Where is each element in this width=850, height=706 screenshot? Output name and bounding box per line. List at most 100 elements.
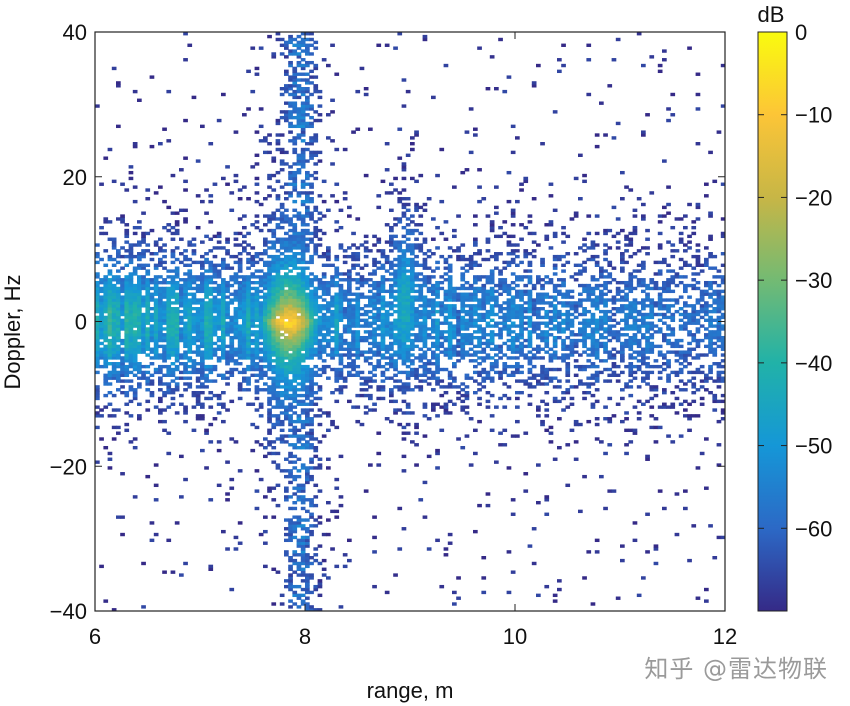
heatmap-cell xyxy=(103,324,109,328)
heatmap-cell xyxy=(292,170,298,175)
heatmap-cell xyxy=(179,330,184,334)
heatmap-cell xyxy=(183,188,188,192)
heatmap-cell xyxy=(275,402,281,406)
heatmap-cell xyxy=(355,419,361,424)
heatmap-cell xyxy=(170,278,176,282)
heatmap-cell xyxy=(296,364,302,369)
heatmap-cell xyxy=(540,367,545,372)
heatmap-cell xyxy=(334,341,340,346)
heatmap-cell xyxy=(141,211,146,215)
heatmap-cell xyxy=(170,390,176,395)
heatmap-cell xyxy=(309,315,314,320)
heatmap-cell xyxy=(258,347,264,351)
heatmap-cell xyxy=(254,254,260,259)
heatmap-cell xyxy=(288,587,293,592)
heatmap-cell xyxy=(187,359,193,363)
heatmap-cell xyxy=(116,425,121,430)
heatmap-cell xyxy=(414,333,419,337)
heatmap-cell xyxy=(305,309,310,314)
heatmap-cell xyxy=(166,333,172,337)
heatmap-cell xyxy=(120,472,125,476)
heatmap-cell xyxy=(162,243,167,247)
heatmap-cell xyxy=(380,280,386,285)
heatmap-cell xyxy=(300,573,306,577)
heatmap-cell xyxy=(418,356,424,360)
heatmap-cell xyxy=(116,408,121,412)
heatmap-cell xyxy=(342,295,348,299)
heatmap-cell xyxy=(342,341,348,346)
heatmap-cell xyxy=(292,214,298,218)
heatmap-cell xyxy=(174,347,180,351)
heatmap-cell xyxy=(116,318,121,322)
heatmap-cell xyxy=(107,257,113,262)
heatmap-cell xyxy=(128,379,134,383)
heatmap-cell xyxy=(288,388,293,392)
heatmap-cell xyxy=(309,307,314,311)
heatmap-cell xyxy=(326,457,331,461)
heatmap-cell xyxy=(456,359,461,363)
heatmap-cell xyxy=(271,188,277,192)
heatmap-cell xyxy=(426,367,432,372)
heatmap-cell xyxy=(267,347,272,351)
heatmap-cell xyxy=(271,445,277,450)
heatmap-cell xyxy=(250,367,256,372)
heatmap-cell xyxy=(506,330,512,334)
heatmap-cell xyxy=(435,364,440,369)
heatmap-cell xyxy=(300,240,306,244)
heatmap-cell xyxy=(485,275,491,279)
heatmap-cell xyxy=(208,307,214,311)
heatmap-cell xyxy=(95,396,100,401)
heatmap-cell xyxy=(275,451,281,456)
heatmap-cell xyxy=(447,335,453,340)
heatmap-cell xyxy=(292,246,298,250)
heatmap-cell xyxy=(519,341,524,346)
heatmap-cell xyxy=(288,78,293,82)
heatmap-cell xyxy=(460,304,466,308)
heatmap-cell xyxy=(447,254,453,259)
heatmap-cell xyxy=(174,385,180,389)
heatmap-cell xyxy=(527,318,533,322)
heatmap-cell xyxy=(187,341,193,346)
heatmap-cell xyxy=(473,330,478,334)
heatmap-cell xyxy=(418,243,424,247)
heatmap-cell xyxy=(183,179,188,184)
heatmap-cell xyxy=(288,558,293,563)
heatmap-cell xyxy=(292,376,298,380)
heatmap-cell xyxy=(158,327,163,331)
heatmap-cell xyxy=(452,304,457,308)
heatmap-cell xyxy=(288,246,293,250)
heatmap-cell xyxy=(284,489,289,493)
heatmap-cell xyxy=(200,289,205,294)
heatmap-cell xyxy=(393,275,398,279)
heatmap-cell xyxy=(191,280,197,285)
heatmap-cell xyxy=(103,335,109,340)
heatmap-cell xyxy=(342,298,348,302)
heatmap-cell xyxy=(124,359,130,363)
heatmap-cell xyxy=(447,283,453,288)
heatmap-cell xyxy=(473,298,478,302)
heatmap-cell xyxy=(158,309,163,314)
heatmap-cell xyxy=(275,327,281,331)
heatmap-cell xyxy=(258,124,264,129)
heatmap-cell xyxy=(95,353,100,357)
heatmap-cell xyxy=(410,176,415,181)
heatmap-cell xyxy=(536,382,541,386)
heatmap-cell xyxy=(300,489,306,493)
heatmap-cell xyxy=(237,289,243,294)
heatmap-cell xyxy=(338,376,344,380)
heatmap-cell xyxy=(111,350,117,354)
heatmap-cell xyxy=(288,379,293,383)
heatmap-cell xyxy=(397,315,403,320)
heatmap-cell xyxy=(246,356,251,360)
heatmap-cell xyxy=(284,298,289,302)
heatmap-cell xyxy=(284,208,289,212)
heatmap-cell xyxy=(296,605,302,609)
heatmap-cell xyxy=(405,335,411,340)
heatmap-cell xyxy=(174,307,180,311)
heatmap-cell xyxy=(103,280,109,285)
heatmap-cell xyxy=(124,280,130,285)
heatmap-cell xyxy=(191,341,197,346)
heatmap-cell xyxy=(531,298,537,302)
heatmap-cell xyxy=(296,217,302,221)
heatmap-cell xyxy=(284,237,289,241)
